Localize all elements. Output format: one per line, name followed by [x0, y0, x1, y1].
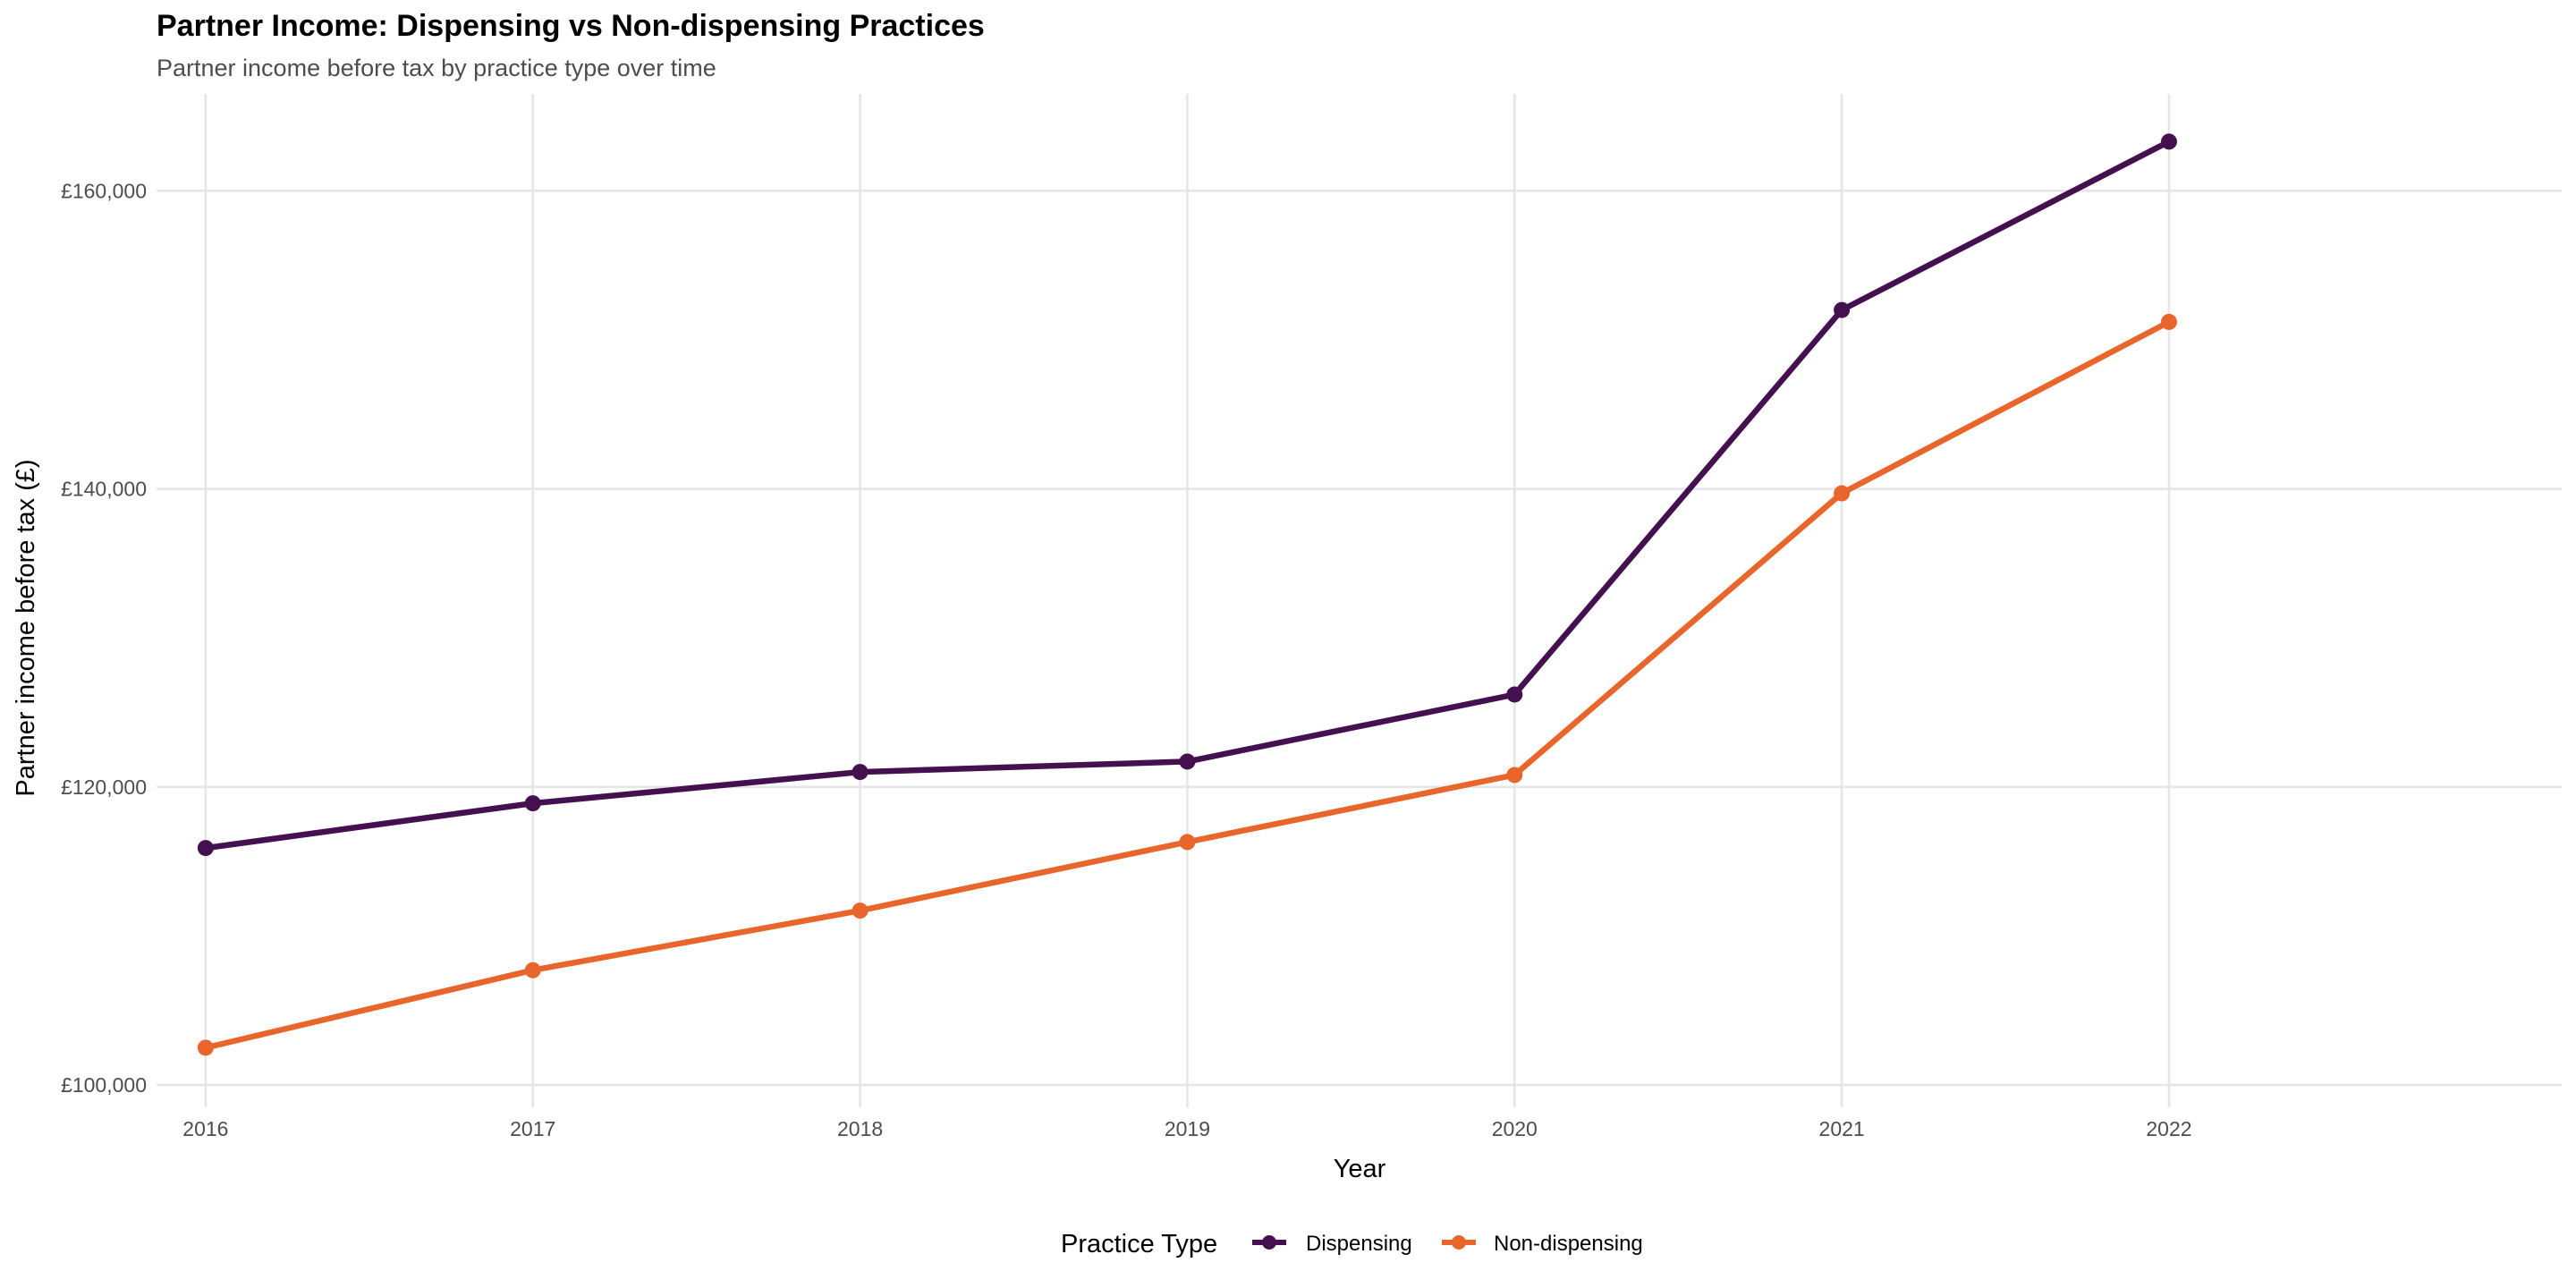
legend: Practice Type Dispensing Non-dispensing: [1061, 1230, 1643, 1258]
data-point-non-dispensing: [2160, 313, 2177, 330]
y-axis-title: Partner income before tax (£): [12, 459, 40, 796]
x-tick-label: 2021: [1819, 1117, 1865, 1140]
y-tick-label: £120,000: [61, 775, 147, 799]
y-tick-label: £100,000: [61, 1073, 147, 1097]
legend-key-non-dispensing: [1442, 1235, 1476, 1250]
gridlines: [157, 94, 2562, 1107]
series-non-dispensing: [197, 313, 2177, 1056]
data-point-non-dispensing: [1179, 834, 1196, 851]
legend-label-non-dispensing: Non-dispensing: [1494, 1232, 1643, 1256]
data-point-non-dispensing: [852, 902, 869, 919]
data-point-non-dispensing: [197, 1039, 214, 1056]
data-point-dispensing: [1506, 686, 1523, 703]
x-tick-label: 2022: [2146, 1117, 2191, 1140]
y-axis-ticks: £100,000 £120,000 £140,000 £160,000: [61, 179, 147, 1097]
series-layer: [197, 133, 2177, 1056]
y-tick-label: £140,000: [61, 478, 147, 501]
x-axis-title: Year: [1334, 1155, 1386, 1183]
y-tick-label: £160,000: [61, 179, 147, 202]
data-point-dispensing: [1834, 301, 1851, 318]
x-axis-ticks: 2016 2017 2018 2019 2020 2021 2022: [182, 1117, 2191, 1140]
data-point-dispensing: [852, 764, 869, 781]
legend-title: Practice Type: [1061, 1230, 1217, 1258]
chart-subtitle: Partner income before tax by practice ty…: [157, 55, 716, 81]
legend-key-dispensing: [1252, 1235, 1286, 1250]
x-tick-label: 2018: [837, 1117, 883, 1140]
data-point-non-dispensing: [1506, 767, 1523, 784]
series-dispensing: [197, 133, 2177, 857]
x-tick-label: 2017: [510, 1117, 555, 1140]
x-tick-label: 2020: [1492, 1117, 1538, 1140]
data-point-dispensing: [524, 795, 541, 812]
data-point-dispensing: [197, 840, 214, 857]
data-point-dispensing: [2160, 133, 2177, 150]
data-point-dispensing: [1179, 753, 1196, 770]
chart-title: Partner Income: Dispensing vs Non-dispen…: [157, 9, 985, 43]
x-tick-label: 2016: [182, 1117, 228, 1140]
x-tick-label: 2019: [1165, 1117, 1210, 1140]
data-point-non-dispensing: [1834, 485, 1851, 502]
data-point-non-dispensing: [524, 962, 541, 979]
legend-label-dispensing: Dispensing: [1306, 1232, 1412, 1256]
